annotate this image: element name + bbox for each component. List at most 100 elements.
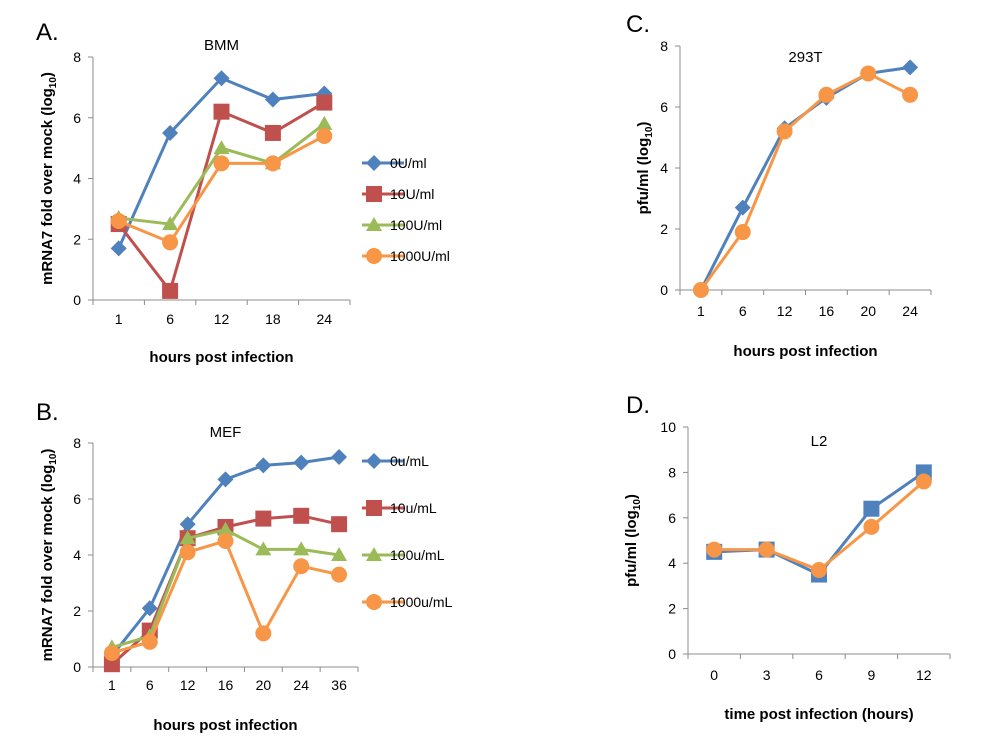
x-tick-label: 0 bbox=[710, 667, 718, 683]
y-axis-title-main: pfu/ml (log bbox=[635, 138, 652, 215]
x-tick-label: 1 bbox=[115, 311, 123, 327]
data-point bbox=[915, 473, 932, 490]
data-point bbox=[316, 115, 333, 130]
x-tick-label: 12 bbox=[916, 667, 932, 683]
legend-marker bbox=[366, 500, 382, 516]
data-point bbox=[902, 59, 919, 76]
data-point bbox=[293, 541, 310, 556]
x-tick-label: 16 bbox=[218, 677, 234, 693]
x-axis-title: hours post infection bbox=[733, 343, 877, 360]
y-axis-title-subscript: 10 bbox=[48, 77, 59, 89]
series-4 bbox=[110, 127, 333, 251]
y-tick-label: 10 bbox=[660, 419, 676, 435]
data-point bbox=[162, 216, 179, 231]
y-axis-title: pfu/ml (log10) bbox=[635, 122, 655, 215]
y-tick-label: 8 bbox=[660, 38, 668, 54]
data-point bbox=[316, 94, 333, 111]
y-tick-label: 4 bbox=[73, 547, 81, 563]
data-point bbox=[162, 282, 179, 299]
y-tick-label: 0 bbox=[660, 282, 668, 298]
x-tick-label: 3 bbox=[763, 667, 771, 683]
data-point bbox=[103, 656, 120, 673]
legend-marker bbox=[366, 248, 382, 264]
x-axis-title: hours post infection bbox=[153, 717, 297, 734]
legend: 0U/ml 10U/ml 100U/ml 1000U/ml bbox=[362, 155, 450, 264]
y-tick-label: 0 bbox=[668, 646, 676, 662]
legend-label: 1000u/mL bbox=[390, 594, 452, 610]
x-tick-label: 24 bbox=[902, 303, 918, 319]
y-axis-title-main: pfu/ml (log bbox=[623, 510, 640, 587]
legend-label: 0u/mL bbox=[390, 453, 429, 469]
data-point bbox=[331, 516, 348, 533]
data-point bbox=[179, 516, 196, 533]
data-point bbox=[818, 86, 835, 103]
data-point bbox=[103, 645, 120, 661]
data-point bbox=[264, 124, 281, 141]
data-point bbox=[255, 625, 272, 642]
y-axis-title-close: ) bbox=[635, 122, 652, 127]
y-tick-label: 2 bbox=[73, 231, 81, 247]
series-2 bbox=[110, 94, 333, 299]
data-point bbox=[706, 541, 723, 558]
data-point bbox=[264, 155, 281, 172]
legend-label: 10u/mL bbox=[390, 500, 437, 516]
panel-letter: A. bbox=[36, 19, 59, 46]
data-point bbox=[734, 224, 751, 241]
y-axis-title-subscript: 10 bbox=[644, 126, 655, 138]
panel-d: D. L2 0 2 4 6 8 10 0 3 6 9 12 time post infection (ho… bbox=[623, 392, 951, 723]
data-point bbox=[331, 566, 348, 583]
data-point bbox=[179, 530, 196, 545]
legend-marker bbox=[366, 453, 382, 469]
y-tick-label: 6 bbox=[73, 491, 81, 507]
series-line bbox=[714, 471, 925, 577]
y-tick-label: 8 bbox=[73, 435, 81, 451]
x-tick-label: 6 bbox=[815, 667, 823, 683]
y-tick-label: 8 bbox=[73, 49, 81, 65]
data-point bbox=[902, 86, 919, 103]
legend-marker bbox=[366, 594, 382, 610]
legend: 0u/mL 10u/mL 100u/mL 1000u/mL bbox=[362, 453, 452, 610]
y-tick-label: 4 bbox=[668, 555, 676, 571]
y-axis-title-main: mRNA7 fold over mock (log bbox=[39, 88, 56, 285]
legend-marker bbox=[366, 217, 382, 231]
series-1 bbox=[692, 59, 919, 298]
panel-letter: D. bbox=[626, 392, 650, 419]
data-point bbox=[213, 70, 230, 87]
panel-letter: C. bbox=[626, 11, 650, 38]
x-tick-label: 36 bbox=[331, 677, 347, 693]
y-tick-label: 2 bbox=[660, 221, 668, 237]
x-tick-label: 24 bbox=[317, 311, 333, 327]
data-point bbox=[255, 457, 272, 474]
x-tick-label: 1 bbox=[108, 677, 116, 693]
data-point bbox=[255, 510, 272, 527]
legend-label: 100U/ml bbox=[390, 217, 442, 233]
data-point bbox=[316, 127, 333, 144]
y-axis-title-main: mRNA7 fold over mock (log bbox=[39, 465, 56, 662]
data-point bbox=[264, 91, 281, 108]
data-point bbox=[776, 123, 793, 140]
y-axis-title: pfu/ml (log10) bbox=[623, 494, 643, 587]
y-axis-title-close: ) bbox=[623, 494, 640, 499]
data-point bbox=[293, 558, 310, 575]
chart-title: 293T bbox=[788, 49, 822, 66]
legend-label: 1000U/ml bbox=[390, 248, 450, 264]
x-tick-label: 12 bbox=[777, 303, 793, 319]
y-tick-label: 6 bbox=[668, 510, 676, 526]
data-point bbox=[213, 103, 230, 120]
series-line bbox=[117, 101, 326, 293]
x-tick-label: 16 bbox=[819, 303, 835, 319]
y-axis-title-subscript: 10 bbox=[632, 499, 643, 511]
data-point bbox=[217, 471, 234, 488]
y-tick-label: 6 bbox=[73, 110, 81, 126]
data-point bbox=[293, 507, 310, 524]
data-point bbox=[331, 449, 348, 465]
chart-title: BMM bbox=[204, 37, 239, 54]
data-point bbox=[141, 633, 158, 650]
y-axis-title-close: ) bbox=[39, 449, 56, 454]
x-tick-label: 6 bbox=[739, 303, 747, 319]
y-axis-title-close: ) bbox=[39, 72, 56, 77]
series-2 bbox=[706, 473, 932, 579]
x-tick-label: 12 bbox=[180, 677, 196, 693]
